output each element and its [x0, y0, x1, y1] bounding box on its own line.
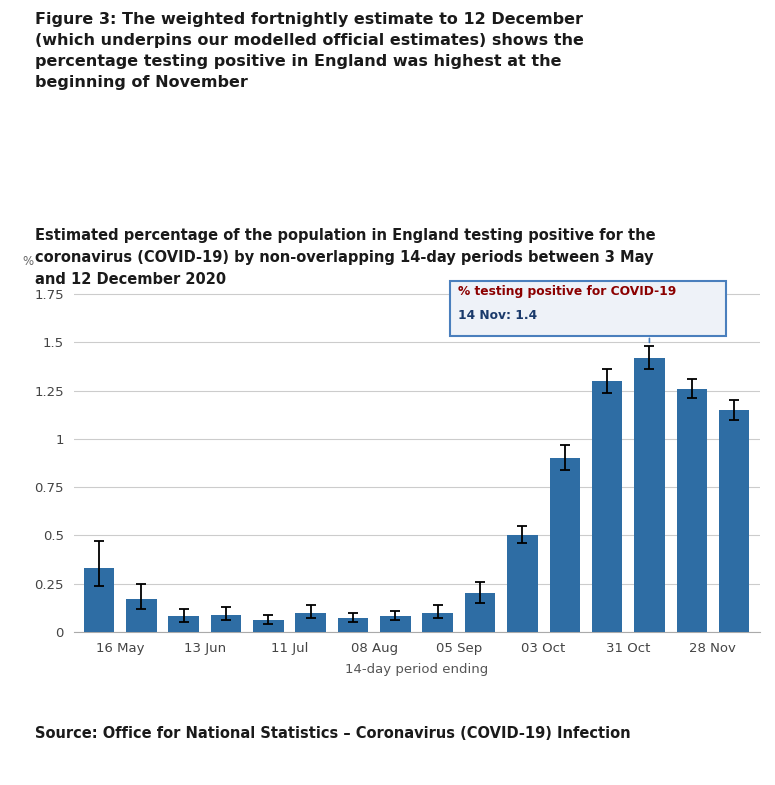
X-axis label: 14-day period ending: 14-day period ending	[345, 663, 488, 676]
Bar	[549, 458, 580, 632]
Bar	[253, 620, 284, 632]
Bar	[211, 615, 241, 632]
Bar	[634, 358, 665, 632]
Bar	[677, 389, 707, 632]
Text: Estimated percentage of the population in England testing positive for the
coron: Estimated percentage of the population i…	[35, 228, 656, 287]
Text: Figure 3: The weighted fortnightly estimate to 12 December
(which underpins our : Figure 3: The weighted fortnightly estim…	[35, 12, 584, 89]
Bar	[168, 616, 199, 632]
Bar	[84, 568, 114, 632]
Bar	[338, 619, 368, 632]
Text: %: %	[22, 254, 33, 268]
Bar	[295, 612, 326, 632]
Bar	[507, 535, 538, 632]
Text: % testing positive for COVID-19: % testing positive for COVID-19	[458, 286, 677, 298]
Bar	[465, 593, 495, 632]
Text: Source: Office for National Statistics – Coronavirus (COVID-19) Infection: Source: Office for National Statistics –…	[35, 726, 631, 741]
Bar	[422, 612, 453, 632]
FancyBboxPatch shape	[450, 280, 725, 335]
Text: 14 Nov: 1.4: 14 Nov: 1.4	[458, 309, 537, 322]
Bar	[719, 410, 749, 632]
Bar	[592, 381, 622, 632]
Bar	[381, 616, 411, 632]
Bar	[126, 599, 157, 632]
